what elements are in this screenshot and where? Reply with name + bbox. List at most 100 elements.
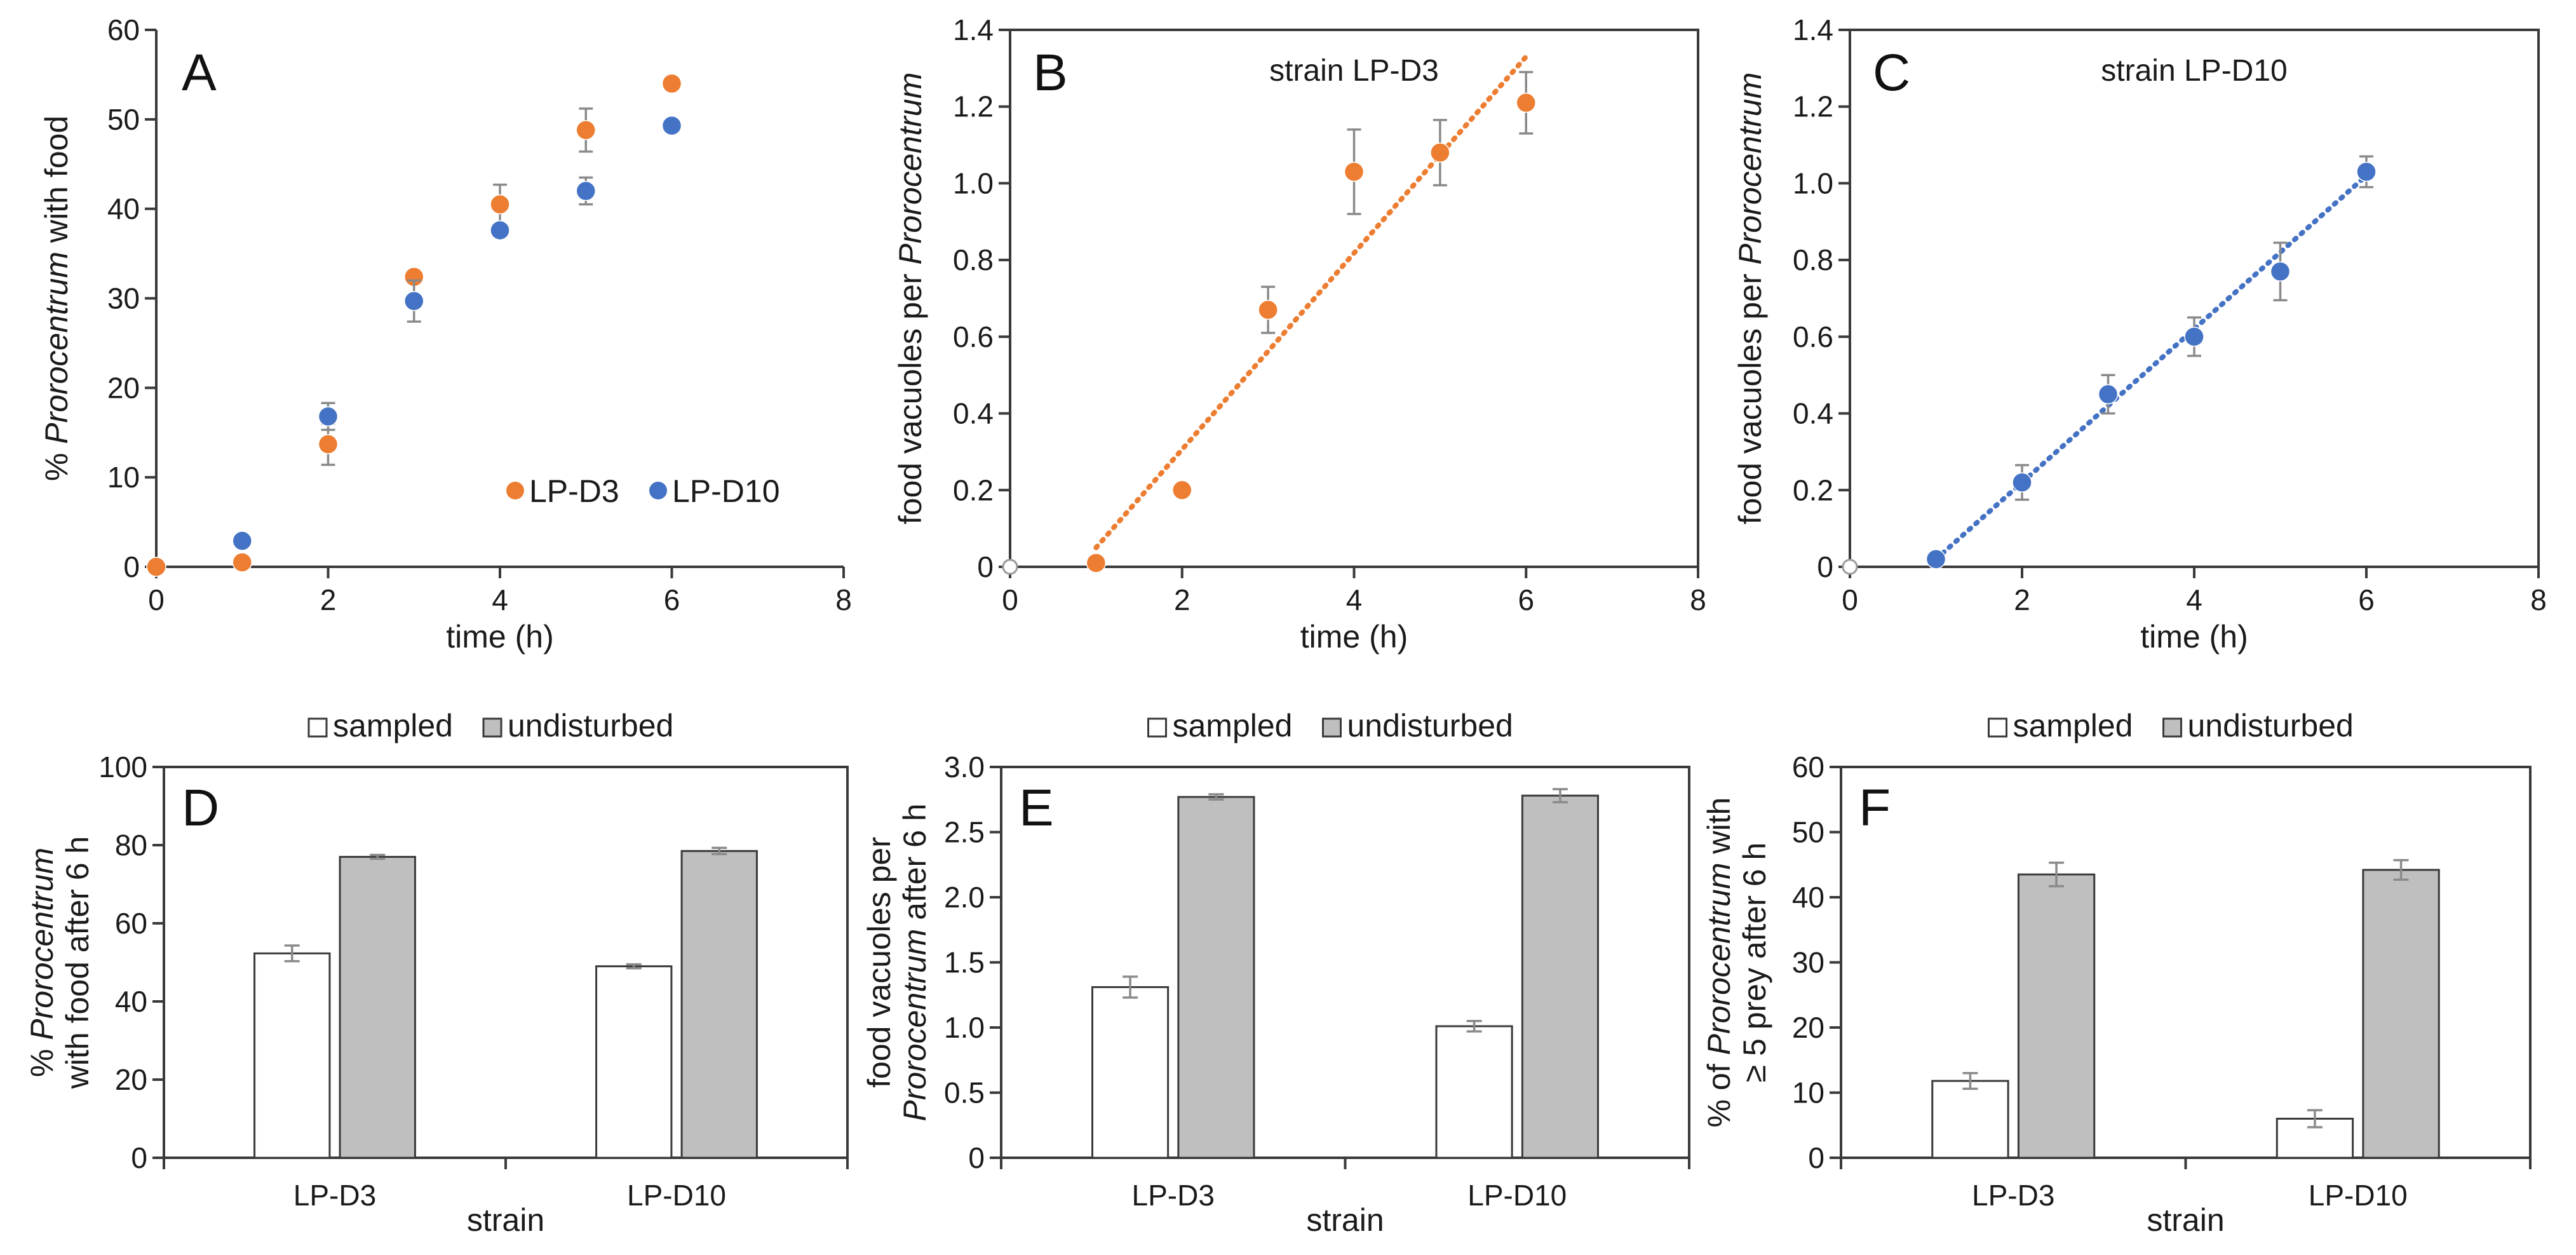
y-tick-label: 1.5 [944,946,985,979]
y-tick-label: 0 [123,550,140,583]
y-axis-title-line-part: % [24,1040,60,1077]
error-bar [1208,793,1224,801]
panel-letter: B [1033,44,1068,102]
y-tick-label: 50 [1792,816,1824,849]
data-point-lp-d10 [2356,161,2377,182]
y-axis-title-part: Prorocentrum [893,72,928,265]
error-bar [2049,861,2065,888]
x-axis-title: strain [467,1202,544,1238]
legend-label: LP-D3 [529,473,619,509]
y-tick-label: 20 [1792,1011,1824,1044]
error-bar [1466,1020,1482,1033]
y-tick-label: 2.0 [944,881,985,914]
y-tick-label: 1.2 [1793,90,1833,123]
data-point-lp-d10 [232,531,252,551]
y-axis-title-line: Prorocentrum after 6 h [897,803,933,1121]
y-axis-title-line: with food after 6 h [60,836,95,1089]
y-tick-label: 0 [977,550,994,583]
y-axis-title-line: ≥ 5 prey after 6 h [1737,843,1772,1083]
panel-letter: A [182,44,217,102]
y-tick-label: 0 [1808,1141,1824,1174]
plot-frame [1849,29,2540,568]
legend-label: LP-D10 [672,473,780,509]
x-tick-label: 8 [1690,583,1706,616]
data-point-lp-d3 [1516,92,1536,113]
y-tick-label: 0.4 [1793,397,1833,430]
y-tick-label: 1.4 [953,13,994,46]
y-axis-title-part: food vacuoles per [1732,265,1768,525]
x-tick-label: 2 [2014,583,2030,616]
legend-swatch-sampled [307,717,328,738]
data-point-lp-d10 [490,220,510,241]
data-point-lp-d10 [318,406,339,427]
origin-marker [1002,559,1018,575]
y-tick-label: 10 [1792,1076,1824,1109]
legend-swatch-undisturbed [1322,717,1342,738]
y-tick-label: 1.0 [944,1011,985,1044]
bar-undisturbed [2362,869,2440,1159]
y-tick-label: 0.5 [944,1076,985,1109]
data-point-lp-d3 [490,194,510,215]
bar-sampled [1931,1080,2009,1159]
y-tick-label: 10 [107,461,140,494]
y-tick-label: 0 [131,1141,147,1174]
y-axis-title-part: with food [39,116,74,252]
y-tick-label: 1.2 [953,90,994,123]
legend-swatch-undisturbed [482,717,502,738]
data-point-lp-d3 [1086,553,1107,573]
y-axis-title-part: Prorocentrum [1732,72,1768,265]
y-axis-title-line-part: food vacuoles per [861,837,897,1088]
legend-label: sampled [2013,708,2133,743]
data-point-lp-d3 [576,119,596,140]
x-tick-label: 6 [1518,583,1534,616]
y-axis-title-line-part: Prorocentrum [1701,862,1737,1055]
error-bar [284,944,300,963]
strain-annotation: strain LP-D3 [1269,54,1439,88]
y-tick-label: 0.6 [1793,320,1833,353]
y-axis-title-line: % of Prorocentrum with [1701,797,1737,1128]
bar-sampled [1091,986,1170,1159]
y-tick-label: 0.6 [953,320,994,353]
trendline [1933,173,2369,562]
panel-f: 0 10 20 30 40 50 60 F LP-D3 LP-D10 strain % of Pror… [1701,708,2532,1238]
data-point-lp-d10 [404,290,424,311]
y-tick-label: 0.8 [1793,243,1833,276]
y-tick-label: 0 [1817,550,1833,583]
legend-label: sampled [333,708,453,743]
legend-swatch-sampled [1147,717,1167,738]
y-tick-label: 30 [1792,946,1824,979]
y-axis-title-part: % [39,444,74,481]
category-label: LP-D10 [1467,1179,1567,1212]
category-label: LP-D3 [1132,1179,1215,1212]
category-label: LP-D10 [627,1179,726,1212]
panel-letter: F [1859,779,1891,837]
error-bar [1123,975,1138,999]
x-tick-label: 0 [1842,583,1858,616]
y-tick-label: 100 [98,750,147,784]
y-tick-label: 1.4 [1793,13,1833,46]
x-tick-label: 0 [148,583,165,616]
legend-label: undisturbed [508,708,673,743]
legend-swatch-sampled [1988,717,2007,738]
y-axis-title-line-part: ≥ 5 prey after 6 h [1737,843,1772,1083]
y-tick-label: 0.4 [953,397,994,430]
panel-letter: E [1019,779,1054,837]
x-tick-label: 4 [492,583,508,616]
data-point-lp-d3 [318,434,339,454]
y-axis-title-line-part: after 6 h [897,803,933,928]
category-label: LP-D3 [1972,1179,2054,1212]
x-tick-label: 6 [664,583,680,616]
error-bar [370,853,386,860]
panel-e: 0 0.5 1.0 1.5 2.0 2.5 3.0 E LP-D3 LP-D10 strain foo… [861,708,1690,1238]
legend-swatch-undisturbed [2162,717,2182,738]
data-point-lp-d3 [661,73,682,94]
bar-undisturbed [1521,794,1600,1159]
y-axis-title: food vacuoles per Prorocentrum [1732,72,1768,524]
plot-frame [1009,29,1699,568]
bar-undisturbed [339,855,416,1159]
data-point-lp-d3 [1344,161,1365,182]
y-tick-label: 0.2 [953,473,994,506]
y-axis-title-line-part: % of [1701,1055,1737,1127]
